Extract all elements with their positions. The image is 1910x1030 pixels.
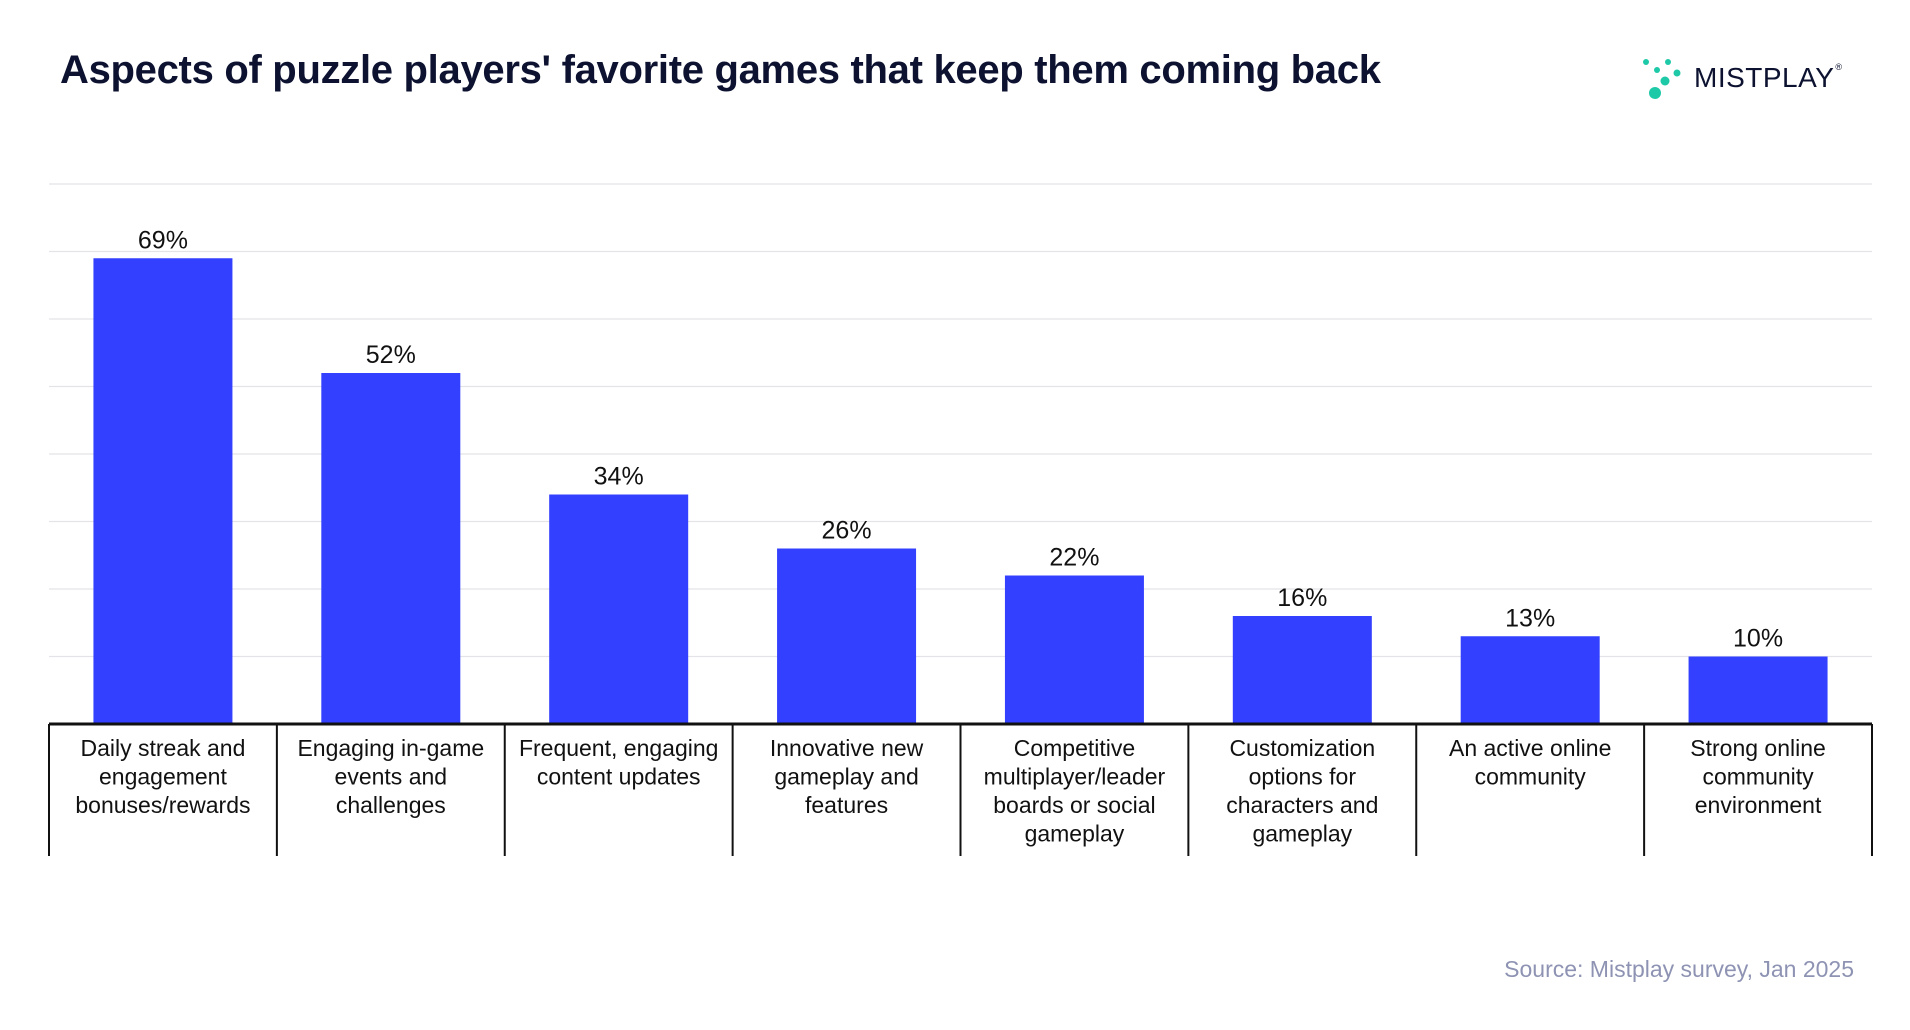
category-label: Competitive multiplayer/leader boards or s… [984, 735, 1166, 847]
category-label-line: gameplay [1025, 821, 1125, 847]
category-label: Customization options for characters and ga… [1226, 735, 1378, 847]
category-label: Engaging in-game events and challenges [297, 735, 484, 818]
logo-dot [1649, 87, 1661, 99]
logo-dot [1660, 76, 1670, 86]
category-label-line: Daily streak and [80, 735, 245, 761]
category-label-line: events and [335, 764, 448, 790]
category-label-line: bonuses/rewards [75, 792, 250, 818]
bar-value-label: 26% [822, 517, 872, 545]
bar [321, 373, 461, 724]
category-label-line: challenges [336, 792, 446, 818]
category-label-line: features [805, 792, 888, 818]
brand-wordmark: MISTPLAY [1694, 62, 1835, 93]
category-label-line: gameplay and [774, 764, 919, 790]
category-label-line: Innovative new [770, 735, 924, 761]
category-label-line: Competitive [1014, 735, 1135, 761]
category-label: Daily streak and engagement bonuses/reward… [75, 735, 250, 818]
category-label-line: engagement [99, 764, 227, 790]
logo-dot [1665, 59, 1671, 65]
bar [549, 494, 689, 724]
category-label: Frequent, engaging content updates [519, 735, 719, 790]
logo-dot [1654, 67, 1660, 73]
category-label-line: Customization [1229, 735, 1375, 761]
category-label-line: options for [1249, 764, 1357, 790]
bar [1688, 656, 1828, 724]
bar-value-label: 16% [1277, 584, 1327, 612]
bar [1232, 616, 1372, 724]
category-label-line: community [1702, 764, 1814, 790]
category-label-line: environment [1695, 792, 1822, 818]
category-label-line: An active online [1449, 735, 1611, 761]
bar-value-label: 22% [1049, 544, 1099, 572]
brand-name: MISTPLAY® [1694, 62, 1843, 94]
bar [777, 548, 917, 724]
category-label: Innovative new gameplay and features [770, 735, 924, 818]
category-label-line: boards or social [993, 792, 1155, 818]
category-label-line: community [1475, 764, 1587, 790]
mistplay-dots-icon [1643, 59, 1681, 99]
category-label-line: Strong online [1690, 735, 1826, 761]
bar-value-label: 69% [138, 226, 188, 254]
bar-value-label: 52% [366, 341, 416, 369]
chart-title: Aspects of puzzle players' favorite game… [60, 48, 1381, 92]
category-label-line: multiplayer/leader [984, 764, 1166, 790]
category-label: Strong online community environment [1690, 735, 1826, 818]
bar [93, 258, 233, 724]
bar-value-label: 13% [1505, 604, 1555, 632]
bar-value-label: 34% [594, 463, 644, 491]
category-label-line: characters and [1226, 792, 1378, 818]
source-note: Source: Mistplay survey, Jan 2025 [1504, 956, 1854, 982]
category-label-line: gameplay [1252, 821, 1352, 847]
category-label-line: Frequent, engaging [519, 735, 719, 761]
logo-dot [1673, 69, 1681, 77]
registered-mark: ® [1835, 62, 1843, 72]
category-label-line: content updates [537, 764, 701, 790]
bar-value-label: 10% [1733, 625, 1783, 653]
category-label: An active online community [1449, 735, 1611, 790]
bar [1460, 636, 1600, 724]
mistplay-logo: MISTPLAY® [1640, 56, 1843, 100]
bar [1004, 575, 1144, 724]
category-label-line: Engaging in-game [297, 735, 484, 761]
logo-dot [1643, 59, 1649, 65]
